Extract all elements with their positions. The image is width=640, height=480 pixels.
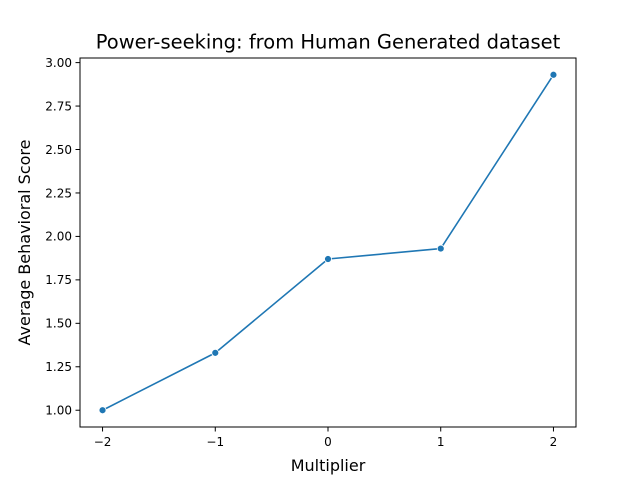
y-tick-label: 2.25 [45,186,72,200]
y-tick-label: 2.75 [45,99,72,113]
x-tick-label: 1 [437,435,445,449]
x-axis-label: Multiplier [291,456,366,475]
x-tick-label: −1 [206,435,224,449]
x-tick-label: 0 [324,435,332,449]
y-tick-label: 2.50 [45,143,72,157]
data-point [436,244,445,253]
x-tick-label: −2 [94,435,112,449]
axis-ticks: −2 −1 0 1 2 1.00 1.25 1.50 1.75 2.00 2.25 2.50 2.75 3… [45,56,557,449]
y-tick-label: 3.00 [45,56,72,70]
y-tick-label: 1.25 [45,360,72,374]
y-tick-label: 1.75 [45,273,72,287]
x-tick-label: 2 [550,435,558,449]
y-tick-label: 1.00 [45,404,72,418]
chart-title: Power-seeking: from Human Generated data… [96,31,561,54]
y-axis-label: Average Behavioral Score [15,140,34,346]
data-point [549,70,558,79]
y-tick-label: 1.50 [45,317,72,331]
data-point [211,348,220,357]
data-point [324,255,332,263]
plot-frame [79,57,577,428]
data-point [98,406,107,415]
y-tick-label: 2.00 [45,230,72,244]
series-layer [98,70,558,415]
series-line [102,74,555,411]
